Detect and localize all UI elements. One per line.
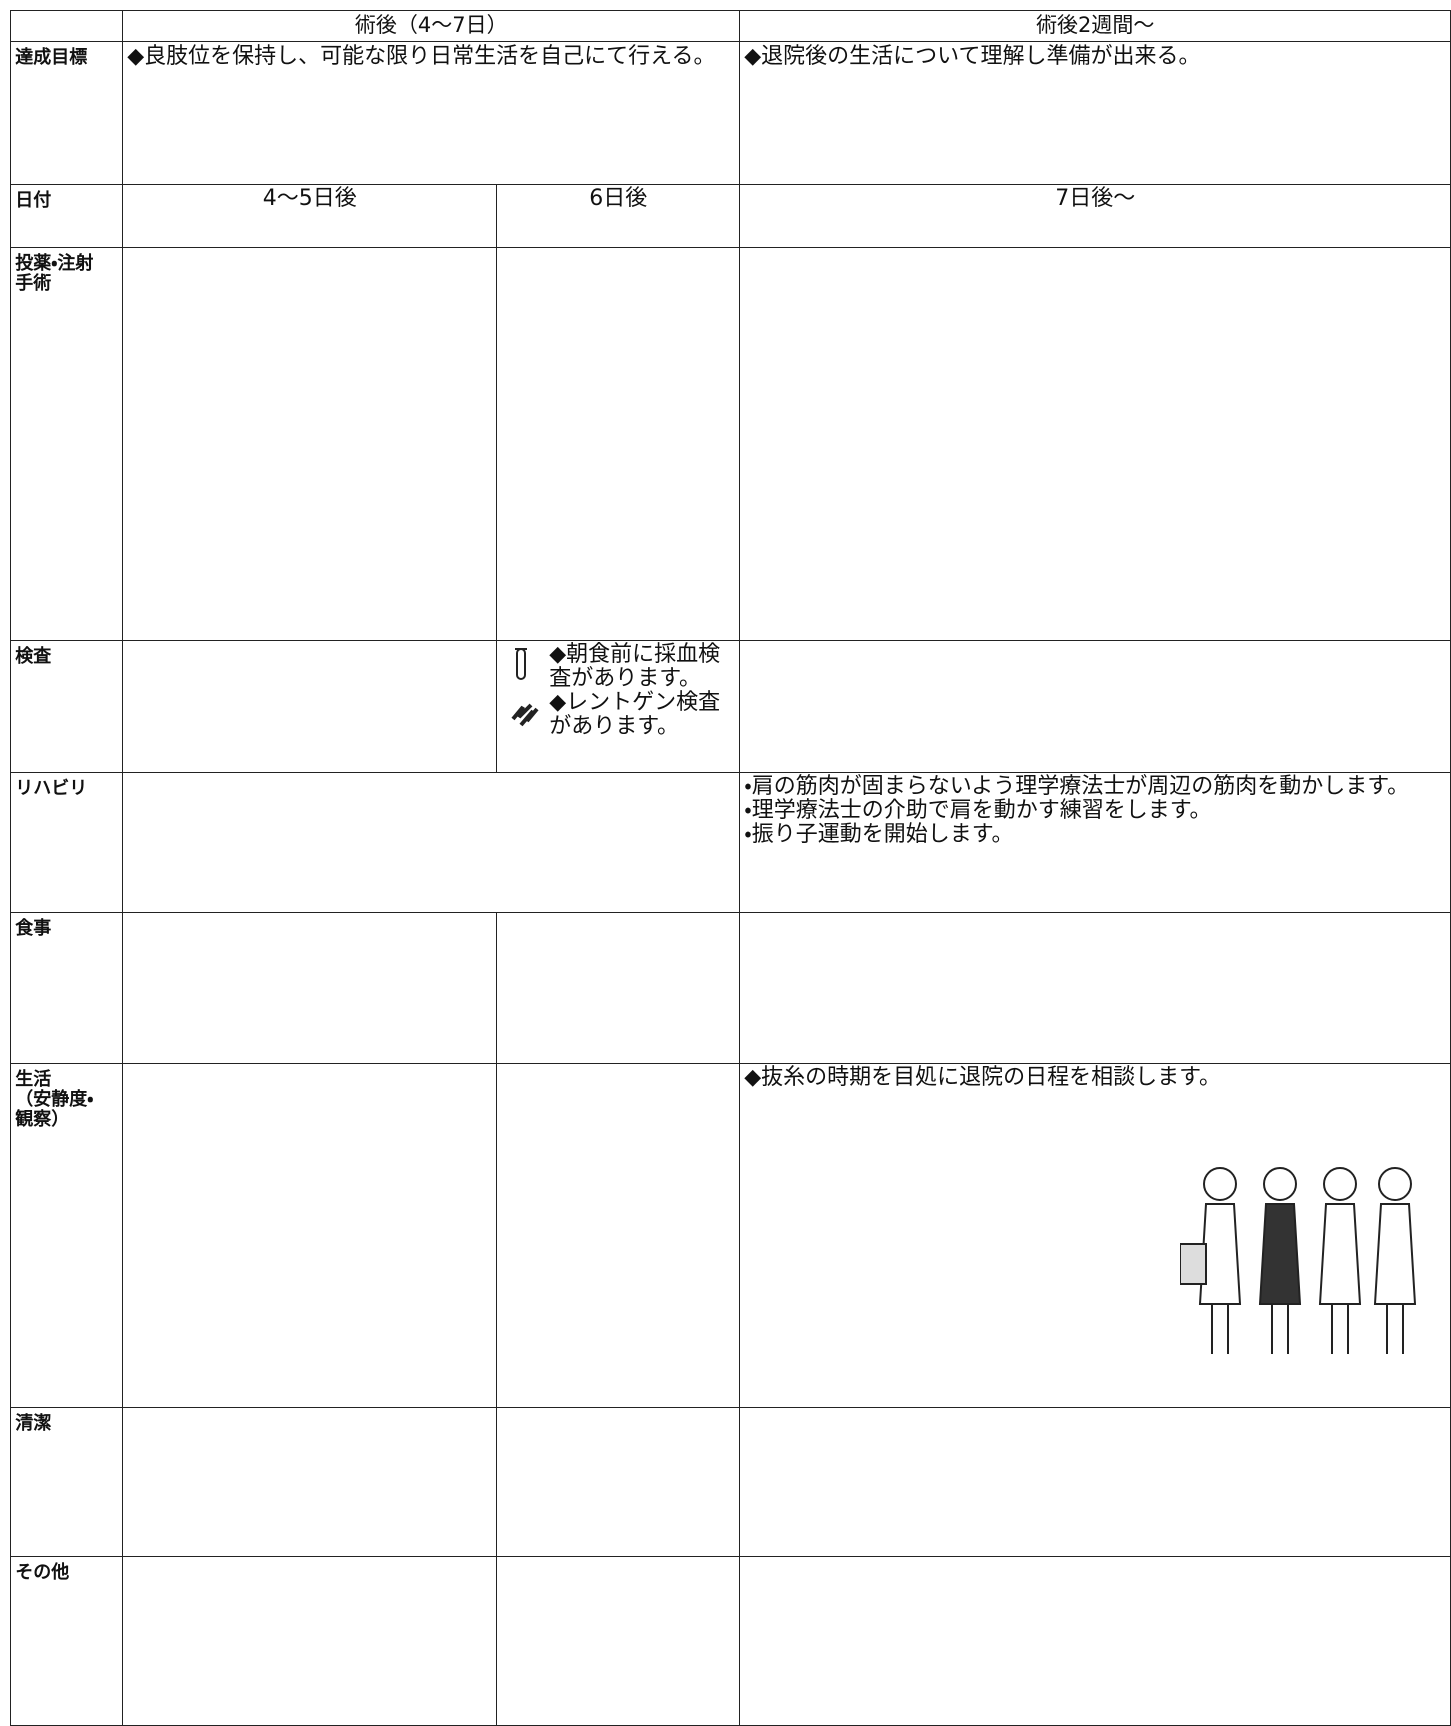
- illustration: [1180, 1167, 1417, 1355]
- row-label: リハビリ: [10, 772, 124, 914]
- row-label-line: 観察）: [15, 1109, 70, 1131]
- cell: [496, 1407, 741, 1558]
- period-header: 術後（4〜7日）: [122, 10, 741, 43]
- cell: [739, 1407, 1451, 1558]
- row-label: 達成目標: [10, 41, 124, 186]
- cell: [122, 1407, 498, 1558]
- date-header: 7日後〜: [739, 184, 1451, 249]
- cell: ◆抜糸の時期を目処に退院の日程を相談します。: [739, 1063, 1451, 1409]
- period-header: 術後2週間〜: [739, 10, 1451, 43]
- row-label-line: （安静度・: [15, 1089, 94, 1111]
- cell-text: ◆抜糸の時期を目処に退院の日程を相談します。: [744, 1065, 1221, 1091]
- row-label-line: 検査: [15, 646, 52, 668]
- row-label: 清潔: [10, 1407, 124, 1558]
- cell-text: ・振り子運動を開始します。: [744, 822, 1014, 848]
- cell: [122, 772, 741, 914]
- cell: [496, 1063, 741, 1409]
- row-label-line: その他: [15, 1562, 70, 1584]
- row-label: 生活 （安静度・ 観察）: [10, 1063, 124, 1409]
- row-label-line: 投薬・注射: [15, 253, 94, 275]
- row-label: 投薬・注射 手術: [10, 247, 124, 642]
- goal-text: ◆退院後の生活について理解し準備が出来る。: [739, 41, 1451, 186]
- cell: [739, 1556, 1451, 1726]
- cell: ・肩の筋肉が固まらないよう理学療法士が周辺の筋肉を動かします。 ・理学療法士の介助…: [739, 772, 1451, 914]
- cell: [739, 912, 1451, 1065]
- row-label-line: 食事: [15, 918, 52, 940]
- corner-cell: [10, 10, 124, 43]
- cell-text: ・肩の筋肉が固まらないよう理学療法士が周辺の筋肉を動かします。: [744, 774, 1410, 800]
- row-label: 日付: [10, 184, 124, 249]
- row-label: 食事: [10, 912, 124, 1065]
- cell: [122, 1063, 498, 1409]
- cell-text: ◆朝食前に採血検査があります。: [549, 642, 721, 692]
- cell: [122, 640, 498, 774]
- cell: [122, 1556, 498, 1726]
- goal-text: ◆良肢位を保持し、可能な限り日常生活を自己にて行える。: [122, 41, 741, 186]
- cell: [122, 912, 498, 1065]
- cell: [739, 247, 1451, 642]
- cell: [739, 640, 1451, 774]
- row-label-line: 生活: [15, 1069, 52, 1091]
- cell: ◆朝食前に採血検査があります。 ◆レントゲン検査があります。: [496, 640, 741, 774]
- cell: [496, 247, 741, 642]
- row-label-line: 清潔: [15, 1413, 52, 1435]
- row-label: その他: [10, 1556, 124, 1726]
- row-label-line: リハビリ: [15, 778, 88, 800]
- date-header: 6日後: [496, 184, 741, 249]
- row-label: 検査: [10, 640, 124, 774]
- cell-text: ・理学療法士の介助で肩を動かす練習をします。: [744, 798, 1212, 824]
- cell-text: ◆レントゲン検査があります。: [549, 690, 721, 740]
- exam-icons: [511, 648, 539, 727]
- row-label-line: 手術: [15, 273, 52, 295]
- date-header: 4〜5日後: [122, 184, 498, 249]
- cell: [496, 1556, 741, 1726]
- cell: [496, 912, 741, 1065]
- cell: [122, 247, 498, 642]
